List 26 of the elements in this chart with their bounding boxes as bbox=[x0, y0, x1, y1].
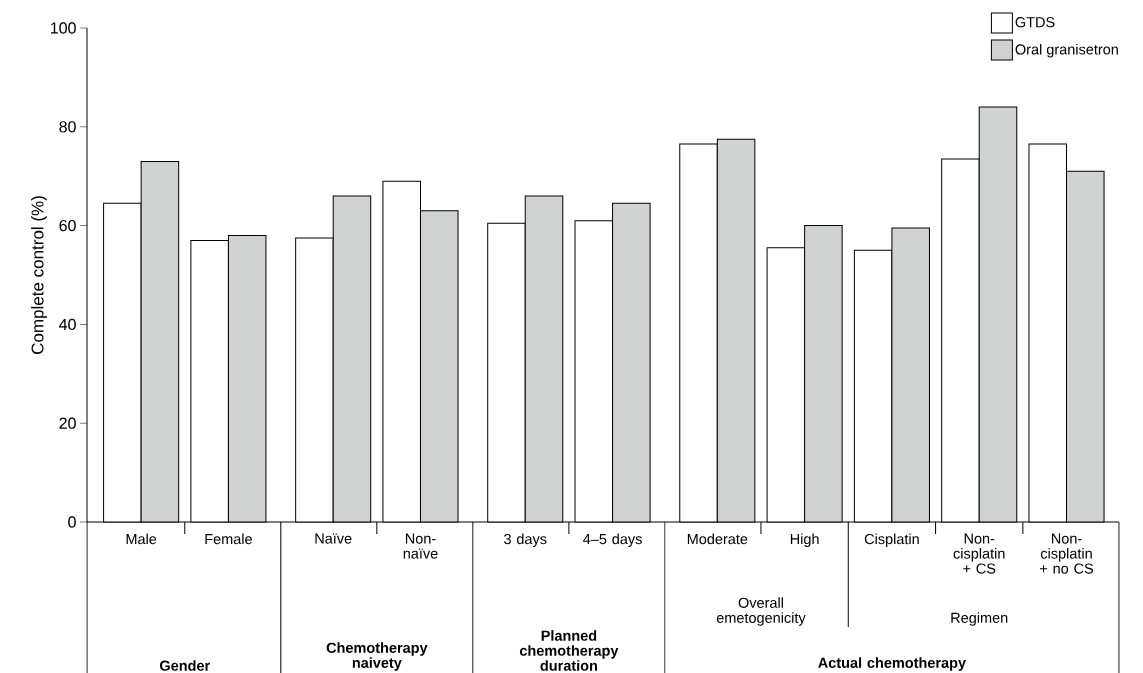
x-tick-label: 4–5 days bbox=[583, 533, 642, 548]
x-tick-label: Non-naïve bbox=[403, 533, 438, 559]
y-axis-title: Complete control (%) bbox=[31, 196, 47, 354]
legend-label: GTDS bbox=[1015, 17, 1055, 28]
text: Overall emetogenicity bbox=[716, 597, 806, 626]
legend-label: Oral granisetron bbox=[1015, 43, 1118, 58]
text: Actual chemotherapy bbox=[818, 657, 966, 671]
x-tick-label: High bbox=[790, 533, 819, 548]
x-tick-label: Cisplatin bbox=[864, 533, 919, 548]
text: Chemotherapy naivety bbox=[326, 642, 428, 671]
y-tick-label: 0 bbox=[68, 516, 76, 528]
x-tick-label: Non-cisplatin + no CS bbox=[1040, 533, 1094, 574]
x-tick-label: Female bbox=[205, 533, 252, 545]
y-tick-label: 80 bbox=[59, 121, 76, 133]
y-tick-label: 60 bbox=[59, 219, 76, 232]
x-tick-label: Naïve bbox=[315, 533, 352, 544]
x-tick-label: Male bbox=[126, 533, 157, 545]
text: Gender bbox=[159, 660, 210, 671]
x-tick-label: Moderate bbox=[687, 533, 748, 545]
x-tick-label: 3 days bbox=[504, 533, 547, 548]
text: Planned chemotherapy duration bbox=[519, 630, 619, 671]
y-tick-label: 100 bbox=[51, 22, 76, 34]
y-tick-label: 40 bbox=[59, 318, 76, 331]
x-tick-label: Non-cisplatin + CS bbox=[953, 533, 1005, 574]
text: Regimen bbox=[951, 612, 1008, 626]
y-tick-label: 20 bbox=[59, 417, 76, 429]
